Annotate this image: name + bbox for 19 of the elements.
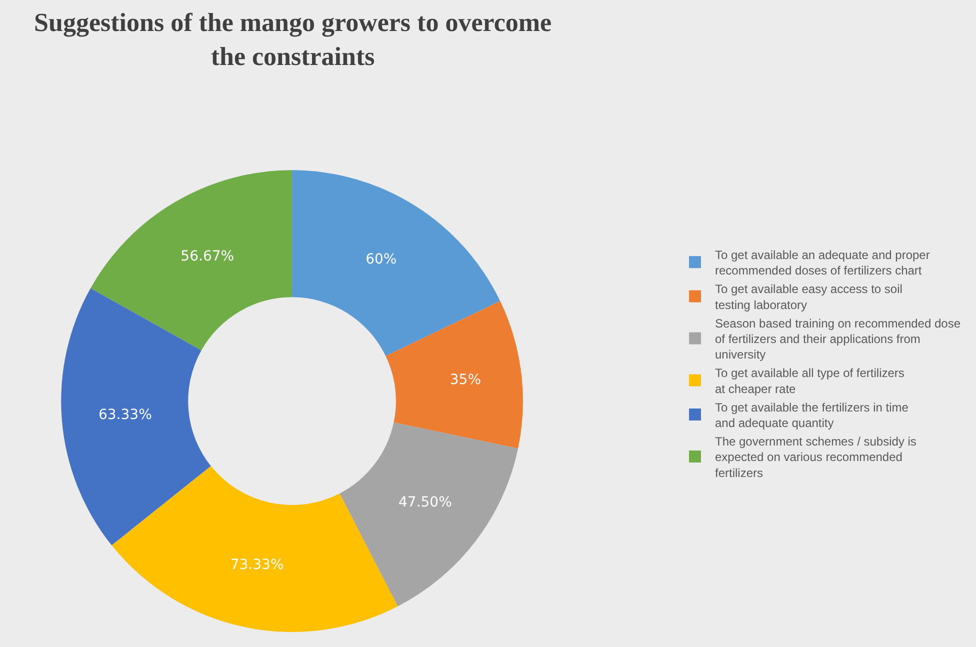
donut-slice xyxy=(112,466,398,632)
donut-slice xyxy=(61,288,211,546)
data-label: 47.50% xyxy=(398,494,452,511)
legend-label: To get available the fertilizers in time and adequate quantity xyxy=(715,400,909,430)
data-label: 73.33% xyxy=(230,556,284,573)
legend-label: To get available an adequate and proper recommended doses of fertilizers chart xyxy=(715,248,930,278)
legend-label: Season based training on recommended dose of fertilizers and their applications from university xyxy=(715,316,961,362)
donut-slice xyxy=(386,301,523,448)
data-label: 60% xyxy=(366,251,397,268)
donut-slice xyxy=(90,170,292,350)
legend-label: To get available easy access to soil testing laboratory xyxy=(715,282,902,312)
legend-label: To get available all type of fertilizers at cheaper rate xyxy=(715,366,904,396)
data-label: 35% xyxy=(450,372,482,388)
legend-label: The government schemes / subsidy is expected on various recommended fertilizers xyxy=(715,434,916,480)
data-label: 56.67% xyxy=(180,248,234,265)
data-label: 63.33% xyxy=(98,406,152,423)
chart-title: Suggestions of the mango growers to overcome the constraints xyxy=(34,8,552,71)
donut-slice xyxy=(340,422,518,606)
donut-slice xyxy=(292,170,500,356)
